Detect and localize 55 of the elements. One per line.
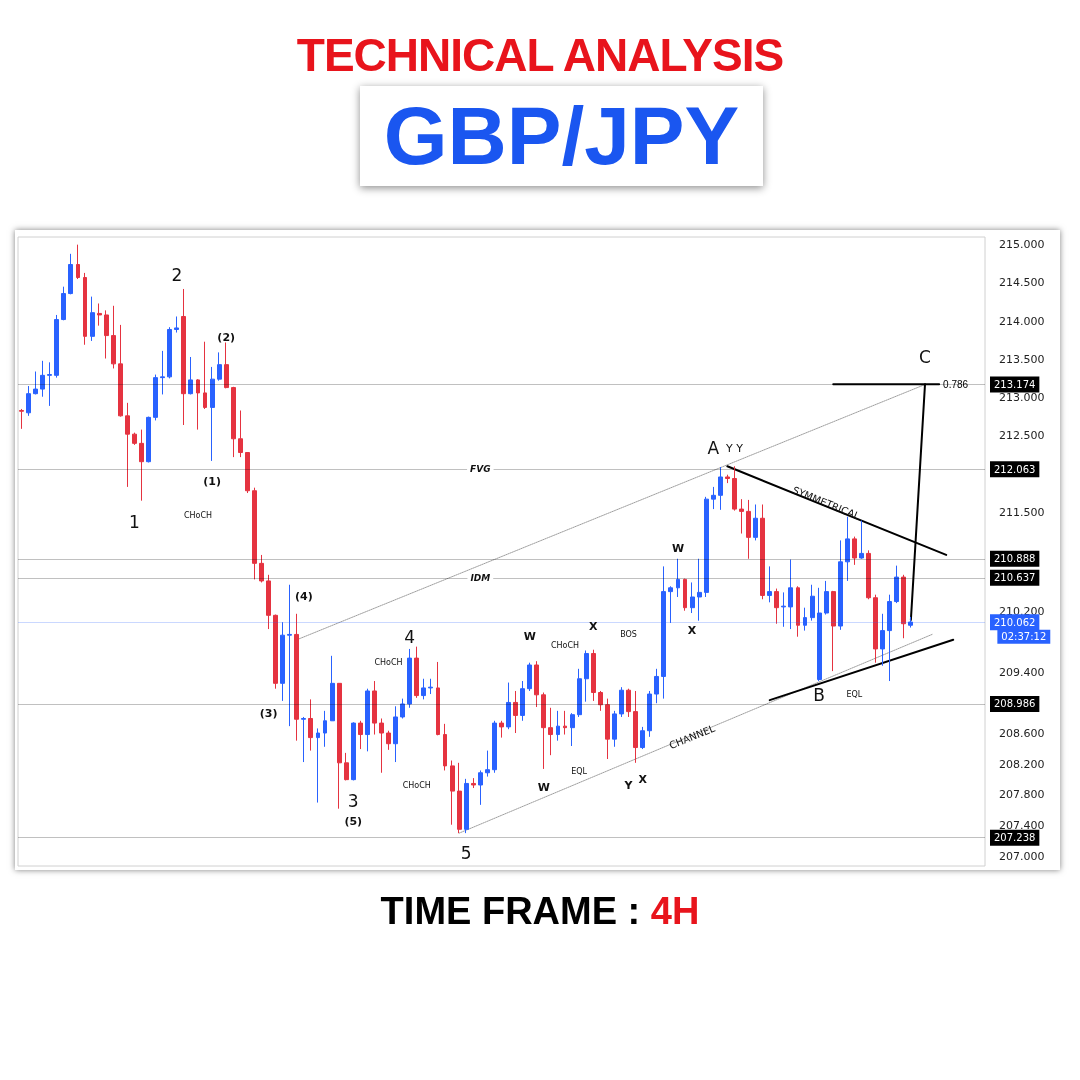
ref-line-label: 210.888 [994, 553, 1036, 565]
annotation: C [919, 346, 931, 367]
y-tick-label: 215.000 [999, 238, 1045, 252]
annotation: W [523, 630, 536, 644]
annotation: CHoCH [183, 511, 213, 521]
y-tick-label: 213.000 [999, 391, 1045, 404]
y-tick-label: 208.600 [999, 727, 1045, 741]
annotation: 1 [129, 512, 140, 533]
ref-line-label: 210.062 [994, 616, 1036, 628]
annotation: CHoCH [374, 658, 403, 668]
annotation: W [537, 780, 550, 794]
annotation: Y Y [724, 442, 744, 456]
annotation: X [687, 624, 697, 638]
annotation: 3 [347, 791, 359, 812]
chart-subtitle: GBP/JPY [360, 86, 763, 186]
legend-label: 0.786 [943, 378, 969, 390]
y-tick-label: 213.500 [999, 352, 1045, 366]
y-tick-label: 214.000 [999, 314, 1045, 328]
annotation: 4 [404, 626, 416, 647]
annotation: Y [623, 779, 634, 793]
ref-line-label: 213.174 [994, 379, 1036, 391]
annotation: (4) [295, 590, 313, 604]
annotation: CHoCH [550, 641, 580, 651]
y-tick-label: 207.800 [999, 788, 1045, 802]
y-tick-label: 208.200 [999, 757, 1045, 771]
annotation: CHoCH [402, 781, 431, 791]
annotation: B [813, 684, 825, 705]
annotation: IDM [470, 573, 491, 584]
annotation: (3) [259, 706, 278, 720]
y-tick-label: 209.400 [999, 666, 1045, 680]
annotation: A [707, 437, 720, 458]
ref-line-label: 212.063 [994, 463, 1036, 475]
ref-line-label: 207.238 [994, 832, 1036, 844]
annotation: W [671, 541, 685, 555]
annotation: FVG [470, 464, 491, 475]
annotation: (5) [344, 815, 363, 829]
chart-title: TECHNICAL ANALYSIS [295, 28, 785, 82]
y-tick-label: 207.400 [999, 818, 1045, 832]
text: 02:37:12 [1001, 631, 1047, 643]
ref-line-label: 208.986 [994, 698, 1036, 710]
y-tick-label: 214.500 [999, 276, 1045, 290]
y-tick-label: 211.500 [999, 505, 1045, 519]
annotation: 5 [460, 843, 472, 864]
y-tick-label: 212.500 [999, 429, 1045, 443]
annotation: X [589, 620, 599, 634]
annotation: BOS [620, 629, 637, 639]
annotation: EQL [571, 766, 588, 776]
annotation: X [638, 773, 648, 787]
annotation: (2) [217, 331, 236, 345]
y-tick-label: 207.000 [999, 849, 1045, 863]
annotation: EQL [846, 690, 863, 700]
x-axis-title: TIME FRAME : 4H [379, 890, 701, 933]
annotation: 2 [171, 265, 183, 286]
ref-line-label: 210.637 [994, 572, 1036, 584]
annotation: (1) [203, 475, 221, 489]
